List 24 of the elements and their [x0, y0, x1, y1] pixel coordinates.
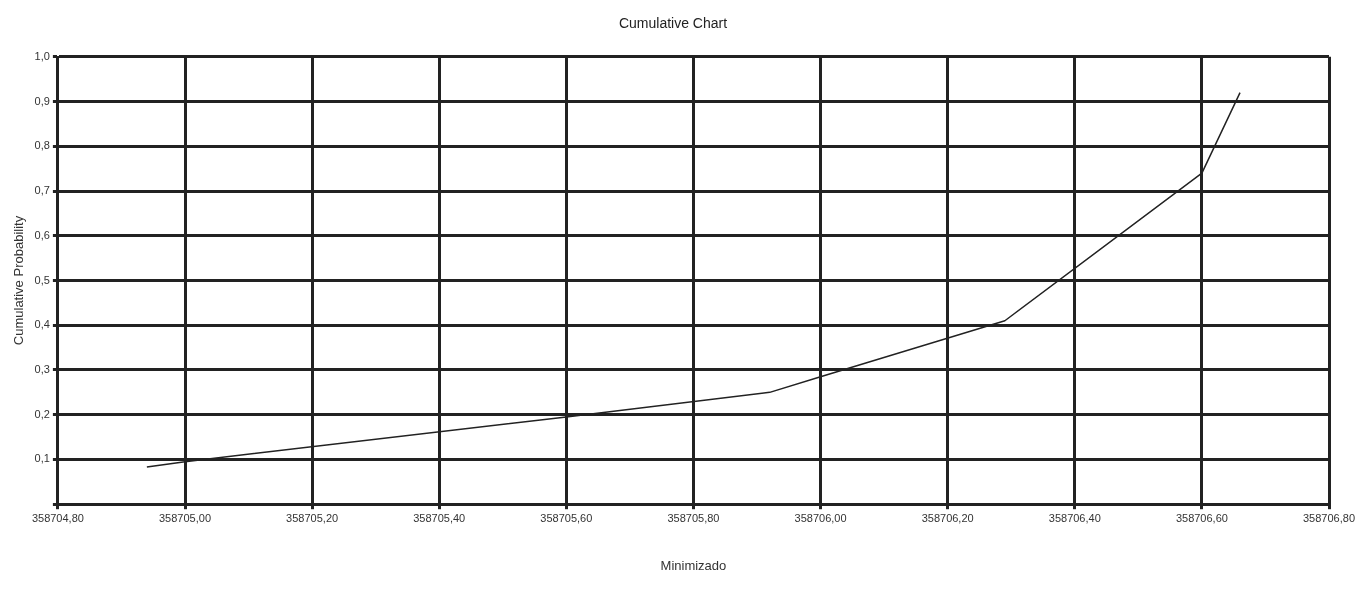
y-tick-label: 0,5 [34, 273, 50, 286]
x-tick-label: 358706,40 [1048, 511, 1101, 524]
y-tick-label: 0,1 [34, 452, 50, 465]
x-tick-label: 358706,80 [1303, 511, 1355, 524]
y-tick-label: 1,0 [34, 49, 50, 62]
x-tick-label: 358705,00 [159, 511, 211, 524]
x-tick-label: 358705,80 [667, 511, 720, 524]
chart-title: Cumulative Chart [618, 15, 728, 32]
x-tick-label: 358705,40 [413, 511, 466, 524]
y-tick-label: 0,4 [34, 318, 50, 331]
y-axis-title: Cumulative Probability [11, 215, 27, 346]
x-axis-title: Minimizado [660, 557, 727, 573]
y-tick-label: 0,9 [34, 94, 50, 107]
x-tick-label: 358705,60 [540, 511, 593, 524]
y-tick-label: 0,2 [34, 407, 50, 420]
y-tick-label: 0,8 [34, 139, 50, 152]
y-tick-label: 0,6 [34, 228, 50, 241]
x-tick-label: 358705,20 [286, 511, 339, 524]
y-tick-label: 0,7 [34, 184, 50, 197]
x-tick-label: 358706,20 [921, 511, 974, 524]
y-tick-label: 0,3 [34, 363, 50, 376]
x-tick-label: 358706,00 [794, 511, 847, 524]
x-tick-label: 358704,80 [31, 511, 84, 524]
x-tick-label: 358706,60 [1175, 511, 1228, 524]
